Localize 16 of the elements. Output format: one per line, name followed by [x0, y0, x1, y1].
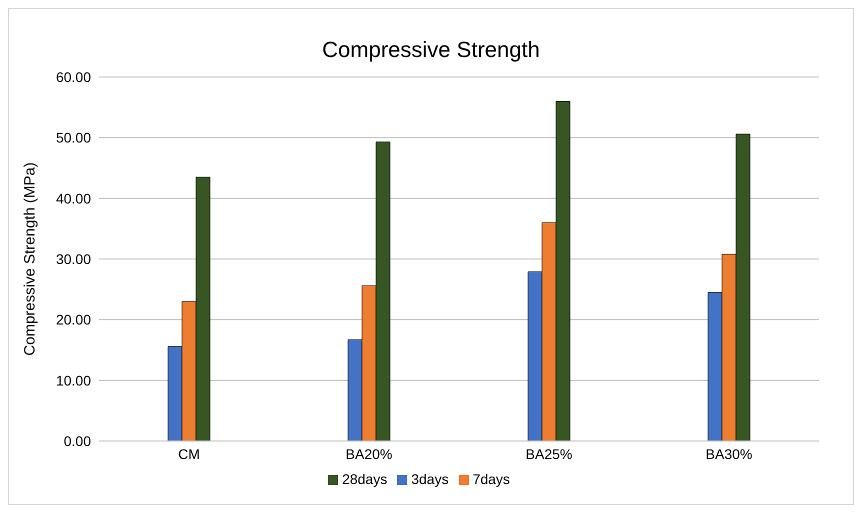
- x-tick-label: BA30%: [706, 446, 752, 462]
- y-tick-label: 10.00: [56, 372, 92, 388]
- y-tick-label: 0.00: [64, 432, 92, 449]
- y-tick-label: 60.00: [56, 68, 92, 85]
- y-tick-label: 30.00: [56, 250, 92, 267]
- y-axis-title: Compressive Strength (MPa): [21, 162, 38, 356]
- legend-label: 7days: [472, 471, 510, 487]
- legend-label: 3days: [411, 471, 449, 487]
- y-tick-label: 20.00: [56, 312, 92, 328]
- y-tick-label: 50.00: [56, 130, 92, 146]
- x-tick-label: CM: [178, 446, 200, 462]
- chart-title: Compressive Strength: [321, 36, 541, 64]
- x-tick-label: BA20%: [346, 446, 392, 462]
- y-tick-label: 40.00: [56, 190, 92, 206]
- legend-label: 28days: [342, 471, 388, 487]
- x-tick-label: BA25%: [526, 446, 572, 462]
